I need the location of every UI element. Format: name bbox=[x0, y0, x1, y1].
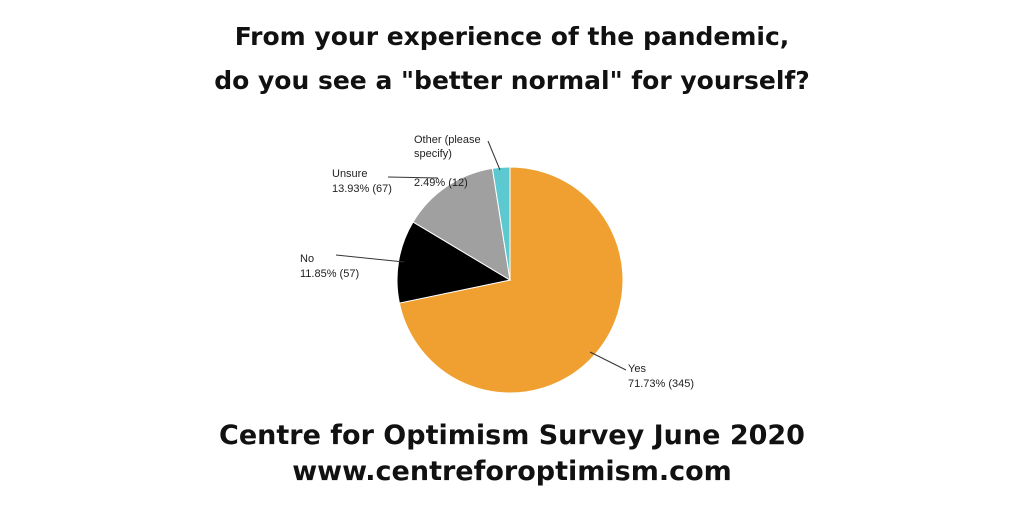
chart-title: From your experience of the pandemic, bbox=[234, 22, 790, 51]
footer: Centre for Optimism Survey June 2020 bbox=[219, 420, 805, 451]
leader-line bbox=[589, 351, 627, 371]
slice-label: Other (please specify) bbox=[414, 134, 481, 160]
footer: www.centreforoptimism.com bbox=[292, 456, 732, 487]
leader-line bbox=[335, 254, 405, 263]
leader-line bbox=[387, 176, 439, 179]
pie-slice bbox=[398, 166, 624, 394]
leader-line bbox=[487, 140, 501, 171]
value-label: 13.93% (67) bbox=[332, 183, 392, 195]
value-label: 11.85% (57) bbox=[300, 268, 360, 280]
value-label: 2.49% (12) bbox=[414, 177, 468, 189]
value-label: 71.73% (345) bbox=[628, 378, 695, 390]
slice-label: No bbox=[300, 253, 315, 265]
chart-title: do you see a "better normal" for yoursel… bbox=[214, 66, 810, 95]
pie-slice bbox=[491, 166, 511, 281]
slice-label: Yes bbox=[628, 363, 646, 375]
slice-label: Unsure bbox=[332, 168, 368, 180]
pie-slice bbox=[412, 167, 511, 281]
